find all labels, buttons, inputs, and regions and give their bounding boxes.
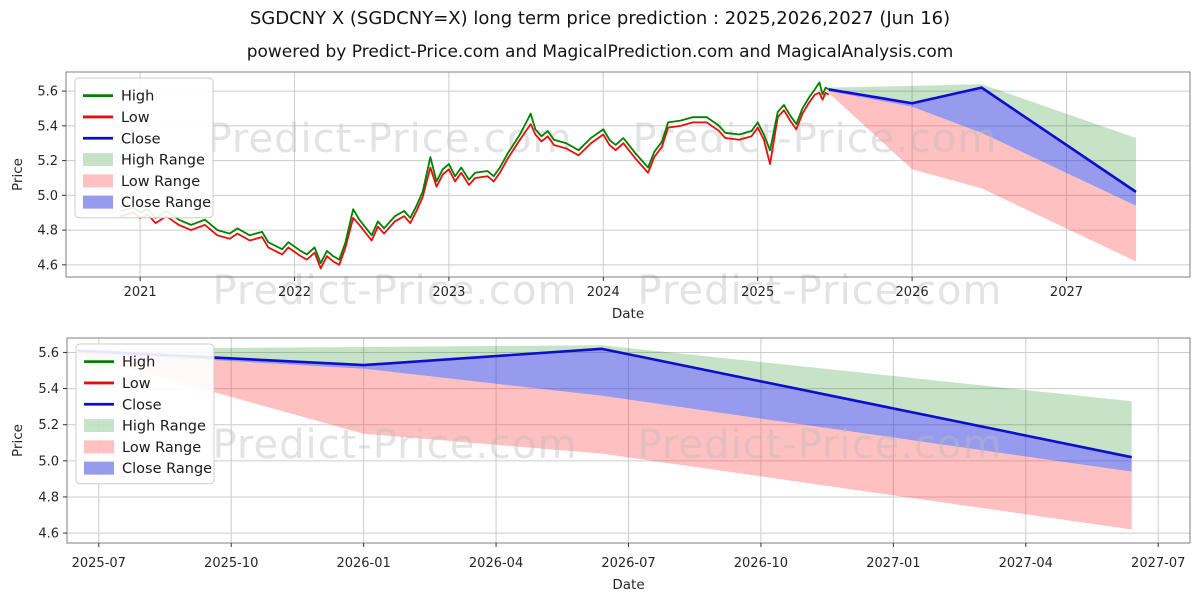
legend-item-close-range: Close Range [84, 461, 212, 477]
high-range-band [77, 345, 1132, 458]
legend-patch-swatch [84, 419, 114, 433]
watermark: Predict-Price.com [638, 422, 1003, 468]
close-forecast-line [828, 86, 1137, 193]
axis-ticks: 2021 2022 2023 2024 2025 2026 2027 4.6 4.8 5.0 5.2… [37, 85, 1083, 300]
x-tick-label: 2024 [587, 285, 620, 300]
close-range-band [828, 87, 1136, 206]
x-tick-label: 2025 [741, 285, 774, 300]
legend-label: Close Range [121, 195, 211, 211]
y-tick-label: 5.6 [37, 85, 58, 100]
forecast-detail-chart: Predict-Price.com Predict-Price.com2025-0… [10, 337, 1191, 593]
y-tick-label: 5.4 [38, 382, 59, 397]
y-tick-label: 4.8 [38, 490, 59, 505]
legend-box [74, 77, 214, 219]
x-tick-label: 2026-01 [336, 556, 390, 571]
y-tick-label: 5.6 [38, 346, 59, 361]
x-tick-label: 2025-10 [204, 556, 258, 571]
watermark: Predict-Price.com [213, 422, 578, 468]
legend-item-low: Low [83, 110, 150, 126]
legend-label: Low Range [122, 440, 201, 456]
legend-item-low-range: Low Range [83, 174, 200, 190]
y-tick-label: 4.8 [37, 224, 58, 239]
legend-label: Close Range [122, 461, 212, 477]
legend-label: High [121, 89, 154, 105]
x-tick-label: 2026-04 [469, 556, 523, 571]
legend-label: High [122, 355, 155, 371]
legend-item-close: Close [84, 397, 162, 413]
plot-border [65, 71, 1191, 278]
x-tick-label: 2027-04 [999, 556, 1053, 571]
low-range-band [828, 91, 1136, 262]
legend: High Low Close High Range Low Range Close Ran… [75, 343, 215, 485]
y-tick-label: 4.6 [37, 258, 58, 273]
close-forecast-line [77, 347, 1132, 459]
legend-label: High Range [121, 153, 205, 169]
legend-label: Close [122, 397, 162, 413]
high-range-band [828, 84, 1136, 192]
legend-box [75, 343, 215, 485]
legend-item-high: High [83, 89, 154, 105]
x-tick-label: 2027-07 [1131, 556, 1185, 571]
legend-item-low-range: Low Range [84, 440, 201, 456]
legend-label: Low [122, 376, 151, 392]
legend-patch-swatch [83, 174, 113, 188]
high-line [119, 81, 830, 265]
y-tick-label: 4.6 [38, 527, 59, 542]
legend-patch-swatch [83, 195, 113, 209]
legend-label: Low Range [121, 174, 200, 190]
y-axis-label: Price [10, 158, 26, 191]
x-tick-label: 2023 [432, 285, 465, 300]
legend: High Low Close High Range Low Range Close Ran… [74, 77, 214, 219]
x-tick-label: 2021 [124, 285, 157, 300]
y-tick-label: 5.4 [37, 119, 58, 134]
legend-patch-swatch [84, 461, 114, 475]
legend-item-high-range: High Range [83, 153, 205, 169]
x-tick-label: 2026 [896, 285, 929, 300]
axis-ticks: 2025-07 2025-10 2026-01 2026-04 2026-07 2026-… [38, 346, 1185, 571]
legend-patch-swatch [84, 440, 114, 454]
legend-item-close-range: Close Range [83, 195, 211, 211]
x-tick-label: 2027-01 [866, 556, 920, 571]
long-term-history-and-forecast-chart: Predict-Price.com Predict-Price.com Predic… [10, 71, 1191, 322]
watermark: Predict-Price.com [213, 268, 578, 314]
y-tick-label: 5.2 [38, 418, 59, 433]
x-tick-label: 2027 [1050, 285, 1083, 300]
x-axis-label: Date [612, 306, 644, 322]
low-line [119, 91, 830, 270]
legend-label: Close [121, 131, 161, 147]
y-tick-label: 5.0 [37, 189, 58, 204]
x-tick-label: 2022 [278, 285, 311, 300]
x-tick-label: 2026-10 [734, 556, 788, 571]
low-range-band [77, 352, 1132, 530]
close-range-band [77, 348, 1132, 472]
y-tick-label: 5.2 [37, 154, 58, 169]
x-tick-label: 2026-07 [601, 556, 655, 571]
legend-label: Low [121, 110, 150, 126]
x-axis-label: Date [612, 577, 644, 593]
y-tick-label: 5.0 [38, 454, 59, 469]
x-tick-label: 2025-07 [72, 556, 126, 571]
legend-patch-swatch [83, 153, 113, 167]
watermark: Predict-Price.com [638, 268, 1003, 314]
legend-label: High Range [122, 419, 206, 435]
y-axis-label: Price [10, 424, 26, 457]
legend-item-high: High [84, 355, 155, 371]
watermark: Predict-Price.com [633, 116, 998, 162]
legend-item-low: Low [84, 376, 151, 392]
legend-item-close: Close [83, 131, 161, 147]
legend-item-high-range: High Range [84, 419, 206, 435]
